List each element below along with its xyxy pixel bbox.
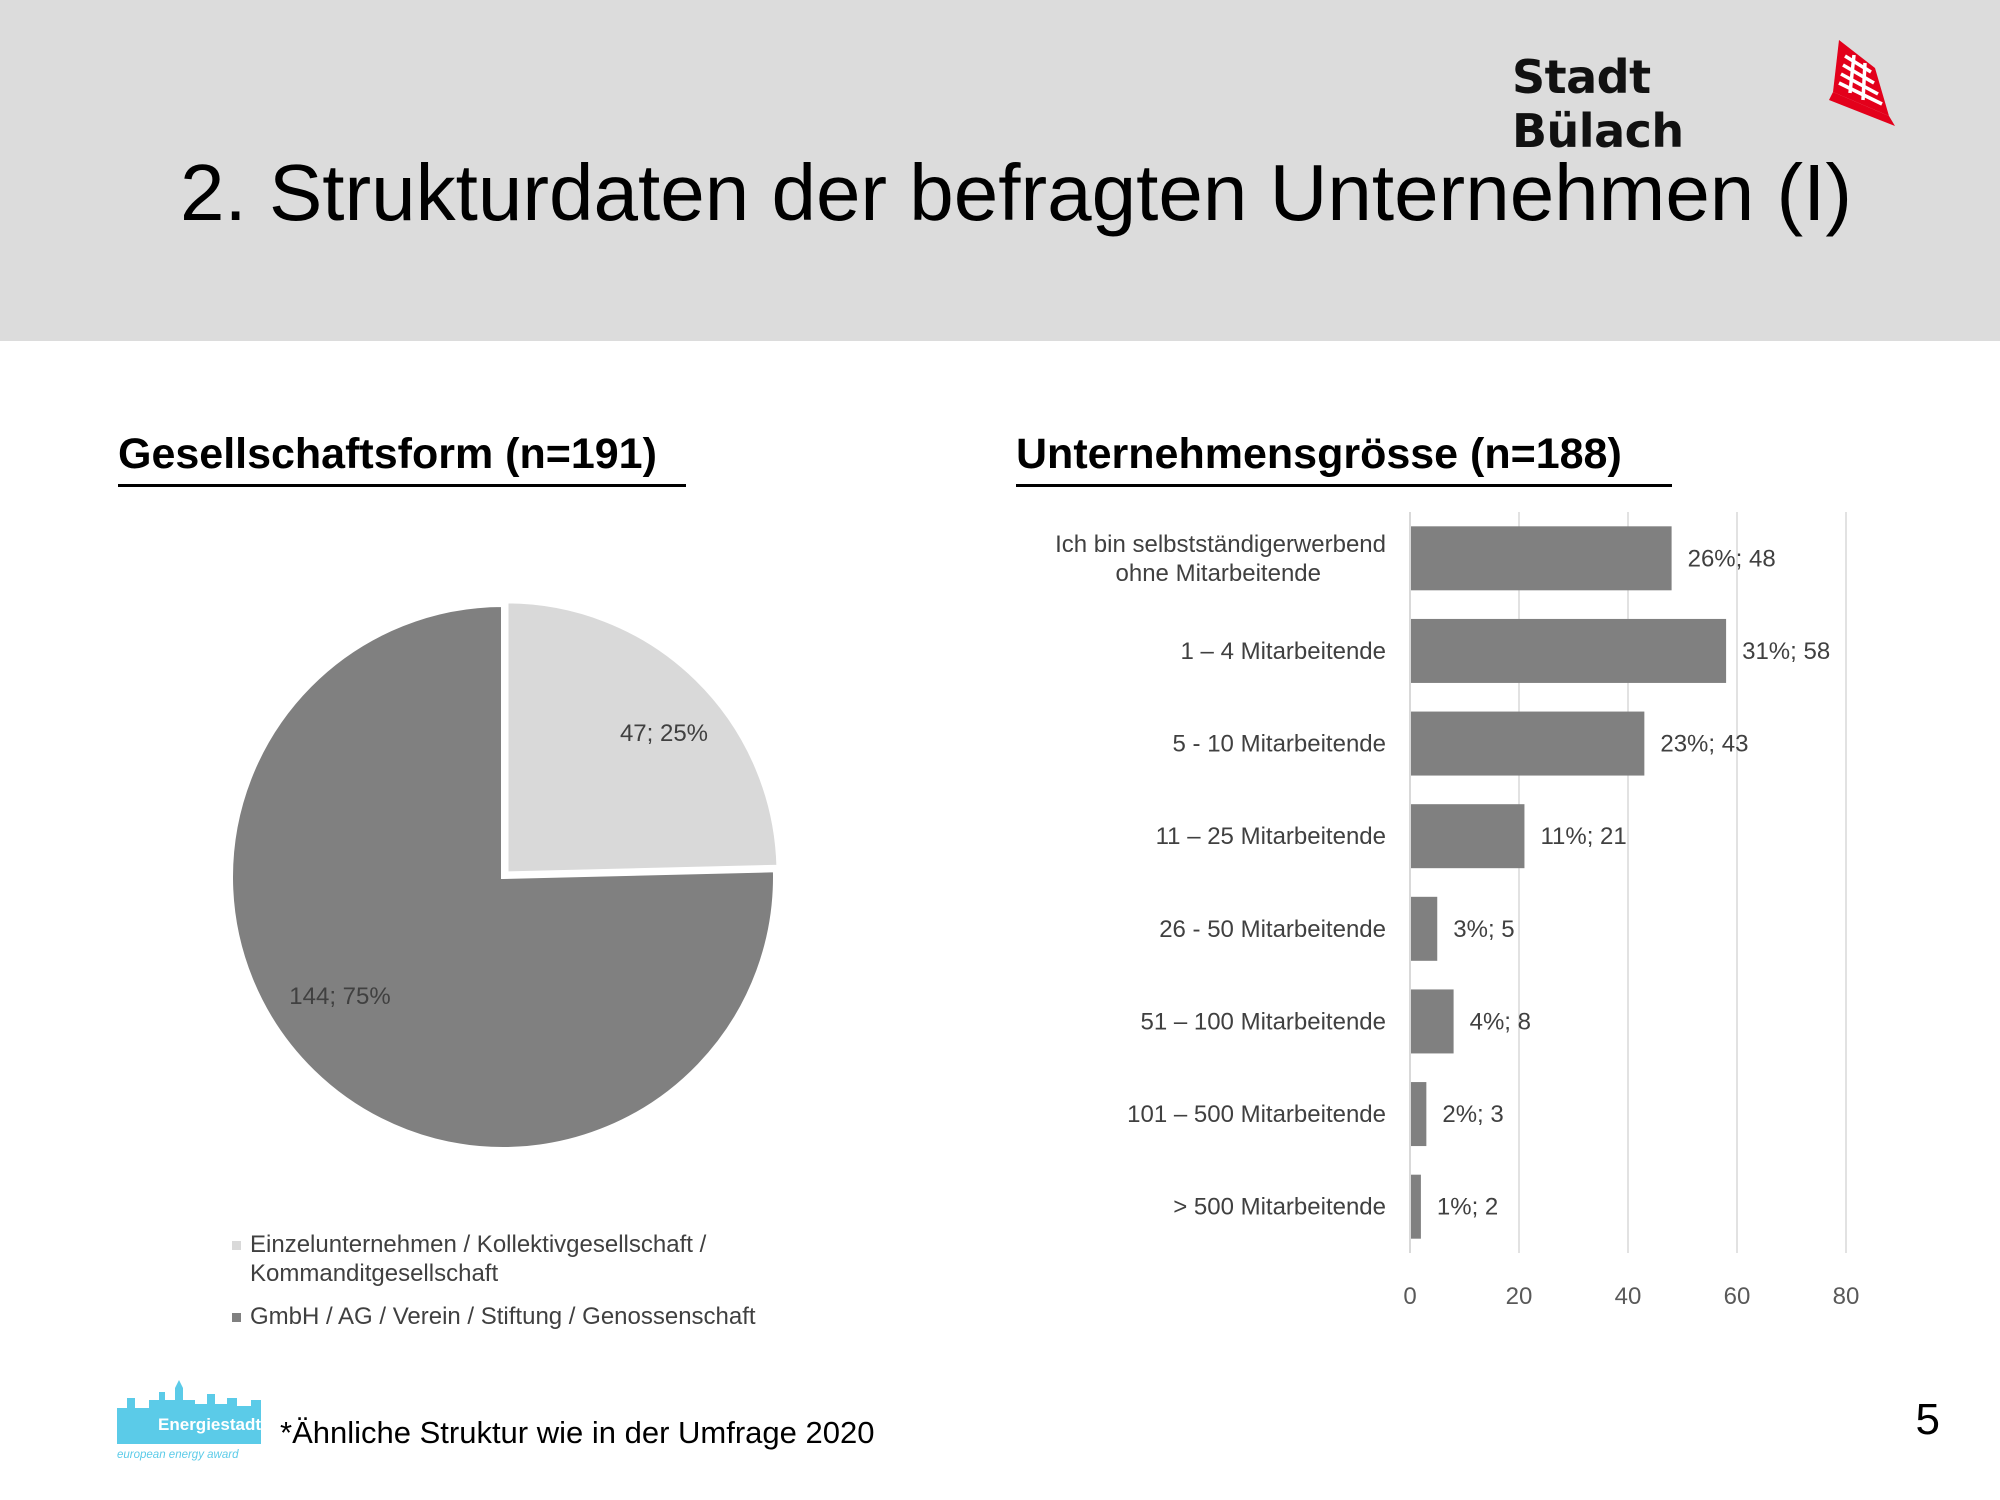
category-label-1: Ich bin selbstständigerwerbend ohne Mitar… — [1055, 531, 1386, 587]
bar-2 — [1410, 618, 1727, 683]
x-tick-label: 20 — [1506, 1283, 1533, 1310]
legend-label: Kommanditgesellschaft — [250, 1260, 499, 1287]
pie-data-label-1: 47; 25% — [620, 720, 708, 747]
x-tick-label: 60 — [1724, 1283, 1751, 1310]
category-label-4: 11 – 25 Mitarbeitende — [1156, 823, 1386, 850]
energiestadt-logo: Energiestadt european energy award — [117, 1380, 261, 1461]
bar-7 — [1410, 1082, 1427, 1147]
legend-swatch — [232, 1241, 241, 1250]
legend-swatch — [232, 1313, 241, 1322]
legend-label: Einzelunternehmen / Kollektivgesellschaf… — [250, 1231, 707, 1258]
legend-label: GmbH / AG / Verein / Stiftung / Genossen… — [250, 1303, 756, 1330]
category-label-6: 51 – 100 Mitarbeitende — [1140, 1008, 1386, 1035]
slide-title: 2. Strukturdaten der befragten Unternehm… — [180, 148, 1853, 237]
footnote: *Ähnliche Struktur wie in der Umfrage 20… — [280, 1415, 875, 1450]
bar-4 — [1410, 804, 1525, 869]
bar-6 — [1410, 989, 1454, 1054]
buelach-crest-icon — [1829, 40, 1895, 126]
bar-data-label-4: 11%; 21 — [1540, 823, 1626, 850]
header-band: Stadt Bülach 2. Strukturdaten der befrag… — [0, 0, 2000, 341]
x-tick-label: 40 — [1615, 1283, 1642, 1310]
pie-data-label-2: 144; 75% — [289, 983, 390, 1010]
bar-8 — [1410, 1174, 1421, 1239]
category-label-2: 1 – 4 Mitarbeitende — [1181, 638, 1386, 665]
pie-slice-2 — [229, 602, 777, 1151]
bar-data-label-8: 1%; 2 — [1437, 1194, 1498, 1221]
x-tick-label: 80 — [1833, 1283, 1860, 1310]
bar-5 — [1410, 896, 1438, 961]
category-label-5: 26 - 50 Mitarbeitende — [1159, 916, 1386, 943]
bar-data-label-3: 23%; 43 — [1660, 731, 1748, 758]
category-label-8: > 500 Mitarbeitende — [1173, 1194, 1386, 1221]
category-label-3: 5 - 10 Mitarbeitende — [1173, 731, 1386, 758]
bar-data-label-7: 2%; 3 — [1442, 1101, 1503, 1128]
legend-item-2: GmbH / AG / Verein / Stiftung / Genossen… — [232, 1302, 852, 1331]
bar-data-label-2: 31%; 58 — [1742, 638, 1830, 665]
logo-subtitle: european energy award — [117, 1449, 239, 1461]
category-label-7: 101 – 500 Mitarbeitende — [1127, 1101, 1386, 1128]
legend-item-1: Einzelunternehmen / Kollektivgesellschaf… — [232, 1230, 852, 1288]
bar-1 — [1410, 526, 1672, 591]
page-number: 5 — [1915, 1395, 1940, 1444]
bar-chart-title: Unternehmensgrösse (n=188) — [1016, 424, 1672, 487]
pie-slice-1 — [504, 599, 781, 876]
pie-legend: Einzelunternehmen / Kollektivgesellschaf… — [232, 1230, 852, 1345]
bar-data-label-1: 26%; 48 — [1688, 545, 1776, 572]
bar-3 — [1410, 711, 1645, 776]
pie-chart-title: Gesellschaftsform (n=191) — [118, 424, 686, 487]
bar-data-label-6: 4%; 8 — [1470, 1008, 1531, 1035]
logo-name: Energiestadt — [158, 1415, 261, 1434]
x-tick-label: 0 — [1403, 1283, 1416, 1310]
brand-name: Stadt Bülach — [1512, 50, 1684, 158]
bar-data-label-5: 3%; 5 — [1453, 916, 1514, 943]
